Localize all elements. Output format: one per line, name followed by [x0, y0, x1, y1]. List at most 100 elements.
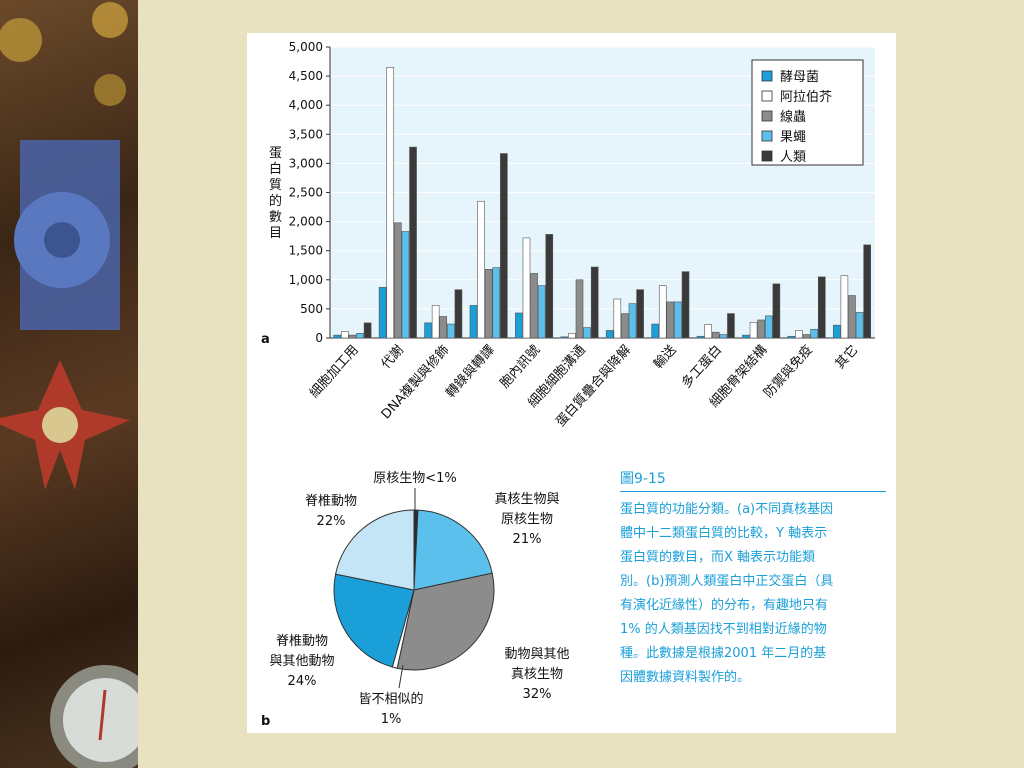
bar: [545, 234, 554, 339]
bar: [500, 153, 508, 339]
figure-svg: 0 500 1,000 1,500 2,000 2,500 3,000 3,500 4,000 4…: [261, 40, 875, 729]
pie-label-euk-prok: 原核生物: [501, 512, 553, 527]
pie-leader-line: [398, 664, 404, 689]
x-tick-label: 多工蛋白: [678, 342, 725, 391]
bar: [840, 275, 849, 339]
pie-label-none: 皆不相似的: [358, 691, 423, 707]
bar: [651, 323, 659, 339]
y-tick-label: 2,500: [289, 186, 323, 200]
caption-line: 蛋白質的功能分類。(a)不同真核基因: [620, 502, 834, 517]
bar: [477, 200, 485, 339]
bar: [855, 312, 864, 339]
bar: [439, 316, 448, 339]
medal-illustration: [0, 2, 138, 768]
bar: [469, 305, 478, 339]
pie-label-none-pct: 1%: [381, 712, 402, 727]
y-tick-label: 3,500: [289, 127, 323, 141]
bar: [394, 222, 402, 339]
bar: [333, 334, 342, 339]
bar: [757, 319, 765, 339]
pie-slice: [396, 572, 495, 671]
bar: [636, 289, 644, 339]
legend-swatch: [761, 70, 773, 82]
y-tick-label: 4,000: [289, 98, 323, 112]
x-tick-label: 蛋白質疊合與降解: [553, 342, 634, 430]
legend-label: 酵母菌: [780, 70, 819, 85]
bar: [666, 301, 675, 339]
bar: [583, 327, 591, 339]
y-tick-label: 4,500: [289, 69, 323, 83]
y-axis-label: 蛋白質的數目: [269, 146, 282, 241]
caption-line: 種。此數據是根據2001 年二月的基: [620, 646, 827, 661]
bar: [711, 331, 720, 339]
legend-label: 阿拉伯芥: [780, 90, 832, 105]
bar: [515, 312, 523, 339]
pie-label-euk-prok-pct: 21%: [513, 532, 542, 547]
y-tick-label: 1,000: [289, 273, 323, 287]
bar: [605, 330, 614, 339]
bar: [742, 334, 750, 339]
bar: [431, 305, 440, 339]
figure-caption: 圖9-15 蛋白質的功能分類。(a)不同真核基因 體中十二類蛋白質的比較，Y 軸…: [620, 468, 886, 690]
bar: [447, 323, 455, 339]
y-tick-label: 3,000: [289, 156, 323, 170]
bar: [613, 298, 622, 339]
pie-label-animal-euk: 動物與其他: [504, 647, 569, 662]
bar: [522, 237, 531, 339]
pie-label-vert-animal: 脊椎動物: [276, 634, 328, 649]
legend-label: 果蠅: [780, 130, 806, 145]
bar: [848, 295, 856, 339]
legend-label: 線蟲: [780, 109, 806, 125]
bar: [530, 273, 538, 339]
caption-line: 別。(b)預測人類蛋白中正交蛋白（具: [620, 574, 834, 589]
bar: [386, 67, 395, 339]
bar: [575, 279, 584, 339]
caption-line: 有演化近緣性）的分布，有趣地只有: [620, 598, 829, 613]
pie-slice: [333, 573, 415, 668]
bar: [674, 301, 682, 339]
x-tick-label: 代謝: [379, 343, 408, 372]
panel-label-b: b: [261, 714, 270, 729]
caption-line: 1% 的人類基因找不到相對近緣的物: [620, 622, 827, 637]
decorative-side-photo: [0, 0, 138, 768]
pie-label-prokaryote: 原核生物<1%: [373, 471, 457, 486]
bar: [810, 328, 818, 339]
bar: [560, 336, 569, 339]
x-tick-label: 其它: [832, 342, 861, 372]
pie-label-vertebrate-pct: 22%: [317, 514, 346, 529]
bar: [424, 322, 432, 339]
pie-label-euk-prok: 真核生物與: [494, 492, 559, 507]
bar: [409, 146, 417, 339]
bar: [454, 289, 463, 339]
pie-label-vertebrate: 脊椎動物: [305, 494, 357, 509]
bar: [568, 333, 576, 339]
bar: [628, 303, 637, 339]
legend-swatch: [761, 130, 773, 142]
caption-body: 蛋白質的功能分類。(a)不同真核基因 體中十二類蛋白質的比較，Y 軸表示 蛋白質…: [620, 498, 886, 690]
bar: [363, 322, 372, 339]
figure-panel: 0 500 1,000 1,500 2,000 2,500 3,000 3,500 4,000 4…: [247, 33, 896, 733]
caption-line: 蛋白質的數目，而X 軸表示功能類: [620, 550, 816, 565]
bar: [492, 267, 501, 339]
legend-swatch: [761, 110, 773, 122]
bar: [764, 315, 773, 339]
legend-swatch: [761, 150, 773, 162]
bar: [772, 283, 781, 339]
bar: [832, 324, 841, 339]
x-tick-label: 胞內訊號: [497, 343, 543, 392]
bar: [537, 285, 546, 339]
caption-title: 圖9-15: [620, 468, 886, 492]
caption-line: 體中十二類蛋白質的比較，Y 軸表示: [620, 526, 828, 541]
bar: [356, 333, 364, 339]
bar: [621, 313, 629, 339]
bar: [802, 334, 811, 339]
bar: [704, 324, 712, 339]
bar: [484, 269, 493, 339]
caption-line: 因體數據資料製作的。: [620, 670, 751, 685]
bar: [401, 231, 410, 339]
bar: [658, 285, 667, 339]
x-tick-label: 防禦與免疫: [760, 342, 815, 401]
bar: [681, 271, 690, 339]
pie-slice: [334, 509, 415, 591]
pie-slice: [413, 509, 493, 591]
